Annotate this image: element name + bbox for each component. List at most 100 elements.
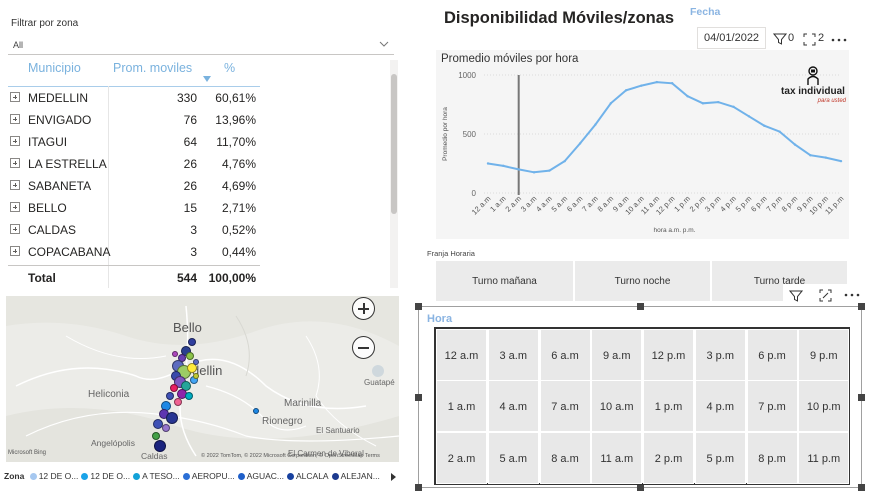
map-bubble[interactable] [187,363,197,373]
map-bubble[interactable] [170,384,178,392]
more-options-icon[interactable] [844,293,860,297]
hora-option[interactable]: 11 a.m [591,431,643,484]
expand-plus-icon[interactable] [10,136,20,146]
map-bubble[interactable] [162,424,170,432]
hora-option[interactable]: 3 a.m [487,329,539,381]
column-header-pct[interactable]: % [224,61,236,75]
data-point[interactable] [793,143,797,146]
hora-option[interactable]: 10 a.m [591,380,643,433]
map-visual[interactable]: Bello Medellin Heliconia Marinilla Rione… [6,296,399,462]
data-point[interactable] [640,84,643,87]
hora-option[interactable]: 7 a.m [539,380,591,433]
hora-option[interactable]: 6 p.m [746,329,798,381]
hora-option[interactable]: 2 p.m [643,431,694,484]
data-point[interactable] [486,162,490,165]
hora-option[interactable]: 4 a.m [487,380,539,433]
map-bubble[interactable] [174,398,182,406]
legend-next-arrow-icon[interactable] [390,472,398,482]
focus-mode-icon[interactable] [803,33,816,46]
hora-option[interactable]: 12 p.m [643,329,694,381]
legend-item[interactable]: ALCALA [287,471,329,481]
map-bubble[interactable] [185,392,193,400]
map-bubble[interactable] [193,359,199,365]
series-line[interactable] [487,81,842,174]
zoom-out-button[interactable] [352,336,375,359]
hora-option[interactable]: 7 p.m [746,380,798,433]
expand-plus-icon[interactable] [10,180,20,190]
data-point[interactable] [670,82,674,85]
data-point[interactable] [701,102,705,105]
expand-plus-icon[interactable] [10,114,20,124]
data-point[interactable] [563,159,566,163]
table-row[interactable]: MEDELLIN 330 60,61% [8,87,260,109]
hora-option[interactable]: 1 p.m [643,380,694,433]
data-point[interactable] [548,169,551,172]
resize-handle[interactable] [637,303,644,310]
data-point[interactable] [517,168,520,171]
table-scrollbar-thumb[interactable] [391,74,397,214]
table-row[interactable]: LA ESTRELLA 26 4,76% [8,153,260,175]
hora-option[interactable]: 4 p.m [694,380,746,433]
shift-option-night[interactable]: Turno noche [574,260,711,302]
data-point[interactable] [809,154,812,157]
map-bubble[interactable] [166,412,178,424]
data-point[interactable] [502,164,505,168]
data-point[interactable] [763,124,766,127]
hora-option[interactable]: 10 p.m [798,380,850,433]
table-row[interactable]: SABANETA 26 4,69% [8,175,260,197]
legend-item[interactable]: 12 DE O... [81,471,130,481]
data-point[interactable] [778,130,781,133]
hora-option[interactable]: 9 p.m [798,329,850,381]
data-point[interactable] [578,142,582,145]
hora-option[interactable]: 2 a.m [436,431,487,484]
resize-handle[interactable] [415,484,422,491]
map-bubble[interactable] [166,392,174,400]
legend-item[interactable]: AEROPU... [182,471,235,481]
hora-option[interactable]: 5 a.m [487,431,539,484]
data-point[interactable] [747,115,751,118]
legend-item[interactable]: AGUAC... [237,471,284,481]
filter-icon[interactable] [789,289,803,303]
data-point[interactable] [609,102,612,105]
hora-option[interactable]: 8 a.m [539,431,591,484]
expand-plus-icon[interactable] [10,246,20,256]
table-row[interactable]: ITAGUI 64 11,70% [8,131,260,153]
legend-item[interactable]: ALEJAN... [331,471,380,481]
legend-item[interactable]: 12 DE O... [29,471,78,481]
table-row[interactable]: ENVIGADO 76 13,96% [8,109,260,131]
map-bubble[interactable] [188,338,196,346]
expand-plus-icon[interactable] [10,202,20,212]
data-point[interactable] [624,89,628,92]
hora-option[interactable]: 11 p.m [798,431,850,484]
table-row[interactable]: COPACABANA 3 0,44% [8,241,260,263]
data-point[interactable] [532,171,536,174]
data-point[interactable] [839,159,843,163]
zone-dropdown[interactable]: All [8,35,394,55]
hora-option[interactable]: 3 p.m [694,329,746,381]
hora-option[interactable]: 5 p.m [694,431,746,484]
legend-item[interactable]: A TESO... [133,471,180,481]
resize-handle[interactable] [637,484,644,491]
map-bubble[interactable] [193,373,199,379]
data-point[interactable] [732,105,735,109]
hora-option[interactable]: 8 p.m [746,431,798,484]
date-slicer-value[interactable]: 04/01/2022 [697,27,766,49]
table-row[interactable]: BELLO 15 2,71% [8,197,260,219]
hora-slicer-frame[interactable] [415,303,865,491]
map-bubble[interactable] [253,408,259,414]
map-bubble[interactable] [154,440,166,452]
filter-icon[interactable] [773,32,787,46]
data-point[interactable] [824,156,827,159]
map-bubble[interactable] [152,432,160,440]
data-point[interactable] [686,95,689,98]
hora-option[interactable]: 9 a.m [591,329,643,381]
resize-handle[interactable] [415,303,422,310]
hora-option[interactable]: 12 a.m [436,329,487,381]
table-row[interactable]: CALDAS 3 0,52% [8,219,260,241]
column-header-prom-moviles[interactable]: Prom. moviles [113,61,193,75]
data-point[interactable] [717,100,720,104]
zoom-in-button[interactable] [352,297,375,320]
hora-option[interactable]: 6 a.m [539,329,591,381]
focus-mode-icon[interactable] [819,289,832,302]
